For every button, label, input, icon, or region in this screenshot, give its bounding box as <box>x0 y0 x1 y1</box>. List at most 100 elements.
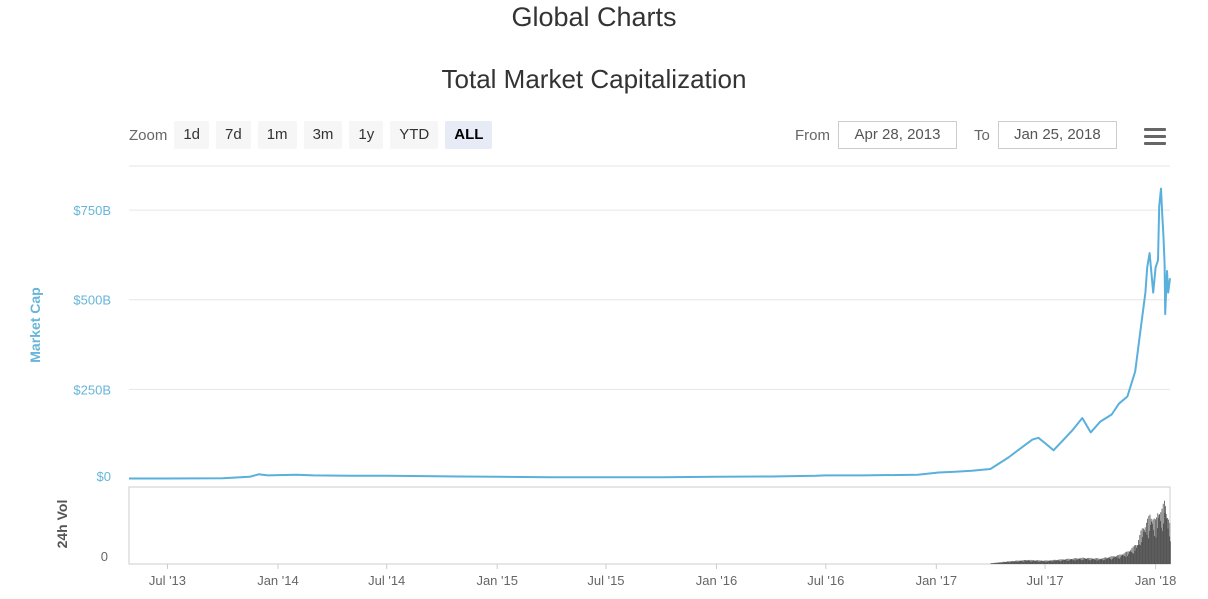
volume-bar <box>1053 561 1055 564</box>
volume-bar <box>1061 559 1063 564</box>
volume-bar <box>1028 560 1030 564</box>
volume-bar <box>1003 562 1005 564</box>
volume-bar <box>1089 557 1091 564</box>
volume-bar <box>1070 559 1072 564</box>
zoom-ytd-button[interactable]: YTD <box>390 121 439 149</box>
from-date-input[interactable]: Apr 28, 2013 <box>838 121 957 149</box>
from-label: From <box>795 126 830 144</box>
volume-bar <box>1049 560 1051 564</box>
volume-bar <box>1167 517 1168 564</box>
volume-bar <box>1155 537 1157 564</box>
volume-bar <box>1067 558 1069 564</box>
volume-bar <box>994 562 995 564</box>
volume-bar <box>1052 559 1054 564</box>
volume-bar <box>1130 549 1132 564</box>
volume-bar <box>1153 529 1154 564</box>
x-tick-label: Jan '15 <box>476 573 518 588</box>
volume-bar <box>1008 561 1010 564</box>
volume-bar <box>1038 560 1040 564</box>
volume-bar <box>1015 561 1017 564</box>
y-tick-label: $0 <box>97 469 111 484</box>
volume-bar <box>1168 519 1169 564</box>
zoom-7d-button[interactable]: 7d <box>216 121 251 149</box>
x-tick-label: Jul '16 <box>807 573 844 588</box>
volume-bar <box>998 562 1000 564</box>
volume-bar <box>1137 545 1138 564</box>
volume-bar <box>1118 558 1120 564</box>
volume-bar <box>1022 561 1023 564</box>
volume-bar <box>1063 559 1064 564</box>
volume-bar <box>1099 558 1101 564</box>
hamburger-menu-icon[interactable] <box>1144 128 1166 146</box>
volume-bar <box>1116 557 1118 564</box>
volume-bar <box>1068 558 1070 564</box>
zoom-1y-button[interactable]: 1y <box>349 121 384 149</box>
volume-bar <box>1021 560 1023 564</box>
volume-bar <box>1147 538 1149 564</box>
volume-bar <box>1109 556 1111 564</box>
volume-bar <box>1088 557 1090 564</box>
volume-bar <box>1078 558 1080 564</box>
volume-bar <box>1049 560 1051 564</box>
volume-bar <box>1104 560 1106 564</box>
volume-bar <box>1026 560 1028 564</box>
volume-bar <box>999 562 1001 564</box>
volume-bar <box>993 563 995 564</box>
volume-bar <box>991 563 993 564</box>
volume-bar <box>1080 557 1082 564</box>
volume-bar <box>1046 561 1048 564</box>
volume-bar <box>1124 552 1126 564</box>
volume-bar <box>1027 560 1029 564</box>
volume-bar <box>1051 560 1053 564</box>
volume-bar <box>1098 558 1100 564</box>
volume-bar <box>1061 560 1063 564</box>
volume-bar <box>1154 536 1156 564</box>
to-date-input[interactable]: Jan 25, 2018 <box>997 121 1117 149</box>
volume-bar <box>1012 561 1013 564</box>
zoom-3m-button[interactable]: 3m <box>303 121 343 149</box>
volume-bar <box>1156 517 1157 564</box>
volume-bar <box>1108 558 1110 564</box>
volume-bar <box>1126 551 1127 564</box>
volume-bar <box>1066 560 1068 564</box>
volume-bar <box>1021 561 1022 564</box>
volume-bar <box>1120 554 1122 564</box>
volume-bar <box>1010 562 1011 564</box>
volume-bar <box>1124 556 1126 564</box>
volume-bar <box>1028 560 1029 564</box>
volume-bar <box>1076 558 1078 564</box>
volume-bar <box>1062 560 1064 564</box>
zoom-all-button[interactable]: ALL <box>445 121 493 149</box>
volume-bar <box>1108 557 1109 564</box>
volume-bar <box>1128 551 1130 564</box>
zoom-1d-button[interactable]: 1d <box>174 121 210 149</box>
volume-bar <box>1099 559 1100 564</box>
volume-bar <box>1048 561 1049 564</box>
volume-bar <box>1161 527 1162 564</box>
volume-bar <box>1009 562 1010 564</box>
volume-bar <box>1113 557 1115 564</box>
range-to: To Jan 25, 2018 <box>974 121 1117 149</box>
volume-bar <box>1111 556 1113 564</box>
market-cap-series-line <box>129 187 1171 480</box>
volume-bar <box>1090 560 1091 564</box>
volume-bar <box>1136 545 1138 564</box>
volume-bar <box>1036 561 1038 564</box>
volume-bar <box>1164 500 1165 564</box>
volume-bar <box>1095 560 1097 564</box>
volume-bar <box>1059 559 1061 564</box>
volume-bar <box>1057 560 1059 564</box>
volume-bar <box>998 562 999 564</box>
volume-bar <box>1084 558 1085 564</box>
volume-bar <box>1146 522 1147 564</box>
volume-bar <box>1030 559 1032 564</box>
volume-bar <box>1011 561 1013 564</box>
volume-bar <box>1152 524 1153 564</box>
zoom-1m-button[interactable]: 1m <box>257 121 297 149</box>
volume-bar <box>1003 561 1004 564</box>
y-tick-label: $750B <box>73 203 111 218</box>
volume-bar <box>1125 557 1127 564</box>
volume-bar <box>1157 513 1159 564</box>
volume-bar <box>1161 508 1163 564</box>
volume-bar <box>1043 560 1045 564</box>
